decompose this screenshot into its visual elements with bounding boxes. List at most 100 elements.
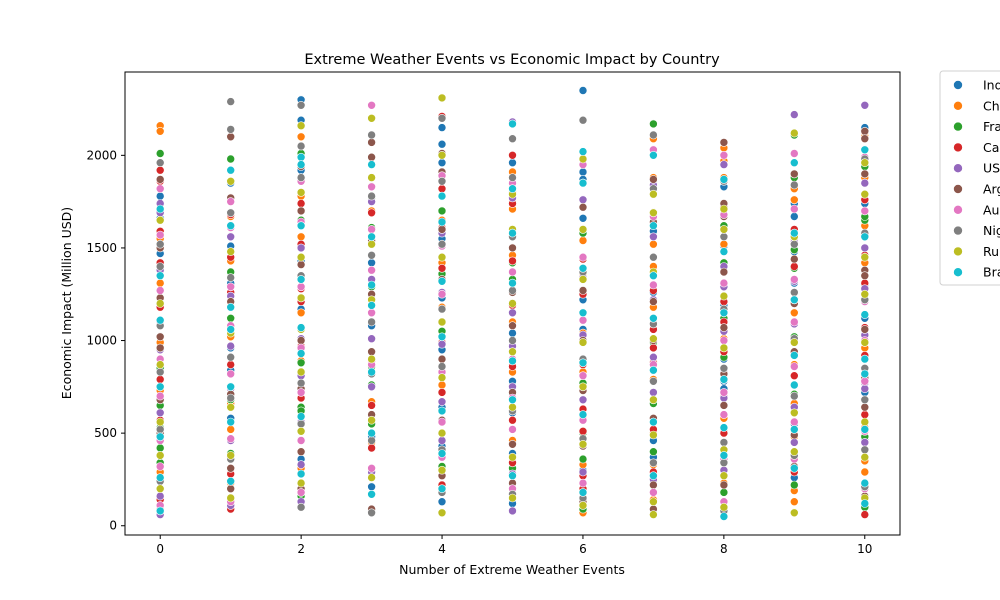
data-point-bra-53	[649, 313, 658, 323]
data-point-ca-24	[367, 401, 376, 410]
data-point-fra-7	[226, 154, 235, 164]
data-point-us-69	[860, 438, 870, 447]
data-point-nig-21	[296, 502, 306, 512]
data-point-us-29	[437, 436, 447, 445]
data-point-ru-18	[296, 426, 306, 436]
legend-label-ind: Ind	[983, 78, 1000, 93]
data-point-ca-35	[508, 256, 517, 266]
data-point-ind-24	[437, 158, 447, 167]
data-point-ru-71	[789, 447, 799, 457]
data-point-ch-33	[437, 380, 447, 390]
data-point-fra-40	[578, 454, 588, 464]
data-point-ca-25	[367, 443, 376, 453]
data-point-ca-38	[508, 415, 517, 425]
data-point-arg-23	[367, 152, 376, 162]
x-axis: 0 2 4 6 8 10	[156, 535, 872, 556]
data-point-ch-18	[296, 308, 306, 318]
data-point-bra-78	[860, 499, 870, 508]
data-point-ru-78	[860, 417, 870, 427]
data-point-ru-30	[437, 317, 447, 327]
data-point-arg-4	[155, 343, 165, 353]
data-point-bra-51	[649, 221, 658, 230]
data-point-bra-3	[155, 382, 165, 392]
data-point-ru-75	[860, 252, 870, 262]
data-point-bra-26	[367, 367, 376, 377]
data-point-ru-54	[649, 430, 658, 440]
data-point-ch-13	[226, 425, 235, 434]
data-point-au-70	[860, 206, 870, 216]
y-tick-label-2000: 2000	[86, 148, 117, 162]
data-point-nig-29	[367, 508, 376, 518]
data-point-bra-44	[578, 178, 588, 188]
data-point-ru-53	[649, 395, 658, 405]
data-point-bra-59	[719, 308, 729, 318]
data-point-bra-57	[719, 175, 729, 184]
data-point-nig-4	[155, 367, 165, 377]
x-tick-label-2: 2	[297, 542, 305, 556]
data-point-ch-63	[719, 239, 729, 249]
data-point-ru-21	[367, 173, 376, 182]
data-point-au-53	[719, 151, 729, 160]
data-point-fra-42	[649, 119, 658, 129]
data-point-au-10	[226, 282, 235, 292]
data-point-nig-15	[296, 141, 306, 151]
data-point-ch-3	[155, 278, 165, 288]
data-point-nig-41	[508, 336, 517, 345]
data-point-bra-50	[649, 151, 658, 160]
data-point-arg-33	[437, 354, 447, 364]
data-point-bra-4	[155, 432, 165, 442]
x-axis-label: Number of Extreme Weather Events	[399, 562, 625, 577]
data-point-au-19	[296, 388, 306, 397]
data-point-arg-59	[719, 267, 729, 277]
data-point-au-42	[578, 252, 588, 262]
data-point-bra-36	[508, 119, 517, 129]
data-point-us-46	[649, 352, 658, 362]
data-point-bra-14	[296, 152, 306, 162]
data-point-bra-37	[508, 184, 517, 193]
legend-label-au: Au	[983, 202, 999, 217]
data-point-bra-69	[789, 425, 799, 434]
data-point-au-57	[719, 388, 729, 397]
data-point-arg-49	[649, 175, 658, 184]
data-point-nig-12	[226, 393, 235, 403]
data-point-au-63	[789, 275, 799, 284]
data-point-arg-75	[860, 325, 870, 334]
data-point-bra-52	[649, 271, 658, 281]
data-point-ru-1	[155, 299, 165, 308]
data-point-nig-38	[508, 173, 517, 182]
data-point-au-28	[367, 463, 376, 473]
data-point-ca-72	[860, 510, 870, 519]
data-point-us-38	[578, 195, 588, 205]
data-point-ru-24	[367, 354, 376, 364]
data-point-ru-57	[719, 204, 729, 214]
data-point-us-28	[437, 397, 447, 407]
data-point-bra-66	[789, 295, 799, 305]
data-point-bra-0	[155, 204, 165, 214]
data-point-au-23	[367, 182, 376, 192]
data-point-ru-77	[860, 338, 870, 347]
data-point-ca-11	[226, 360, 235, 369]
data-point-au-64	[789, 317, 799, 327]
data-point-ru-45	[578, 338, 588, 347]
legend-label-nig: Nig	[983, 223, 1000, 238]
data-point-arg-16	[296, 206, 306, 216]
data-point-nig-23	[367, 191, 376, 201]
data-point-bra-74	[860, 354, 870, 364]
data-point-ind-30	[437, 497, 447, 507]
data-point-ch-42	[578, 236, 588, 245]
data-point-arg-77	[860, 402, 870, 412]
data-point-ru-62	[719, 471, 729, 481]
data-point-us-22	[367, 334, 376, 344]
data-point-arg-3	[155, 332, 165, 342]
data-point-nig-2	[155, 262, 165, 271]
legend-marker-ch	[953, 101, 963, 111]
data-point-bra-38	[508, 228, 517, 238]
data-point-bra-9	[226, 302, 235, 312]
data-point-au-20	[296, 436, 306, 445]
data-point-ca-63	[789, 371, 799, 381]
data-point-nig-9	[226, 208, 235, 218]
data-point-nig-19	[296, 378, 306, 388]
legend-marker-ru	[953, 246, 963, 257]
data-point-ca-44	[578, 426, 588, 436]
data-point-ru-56	[649, 510, 658, 519]
